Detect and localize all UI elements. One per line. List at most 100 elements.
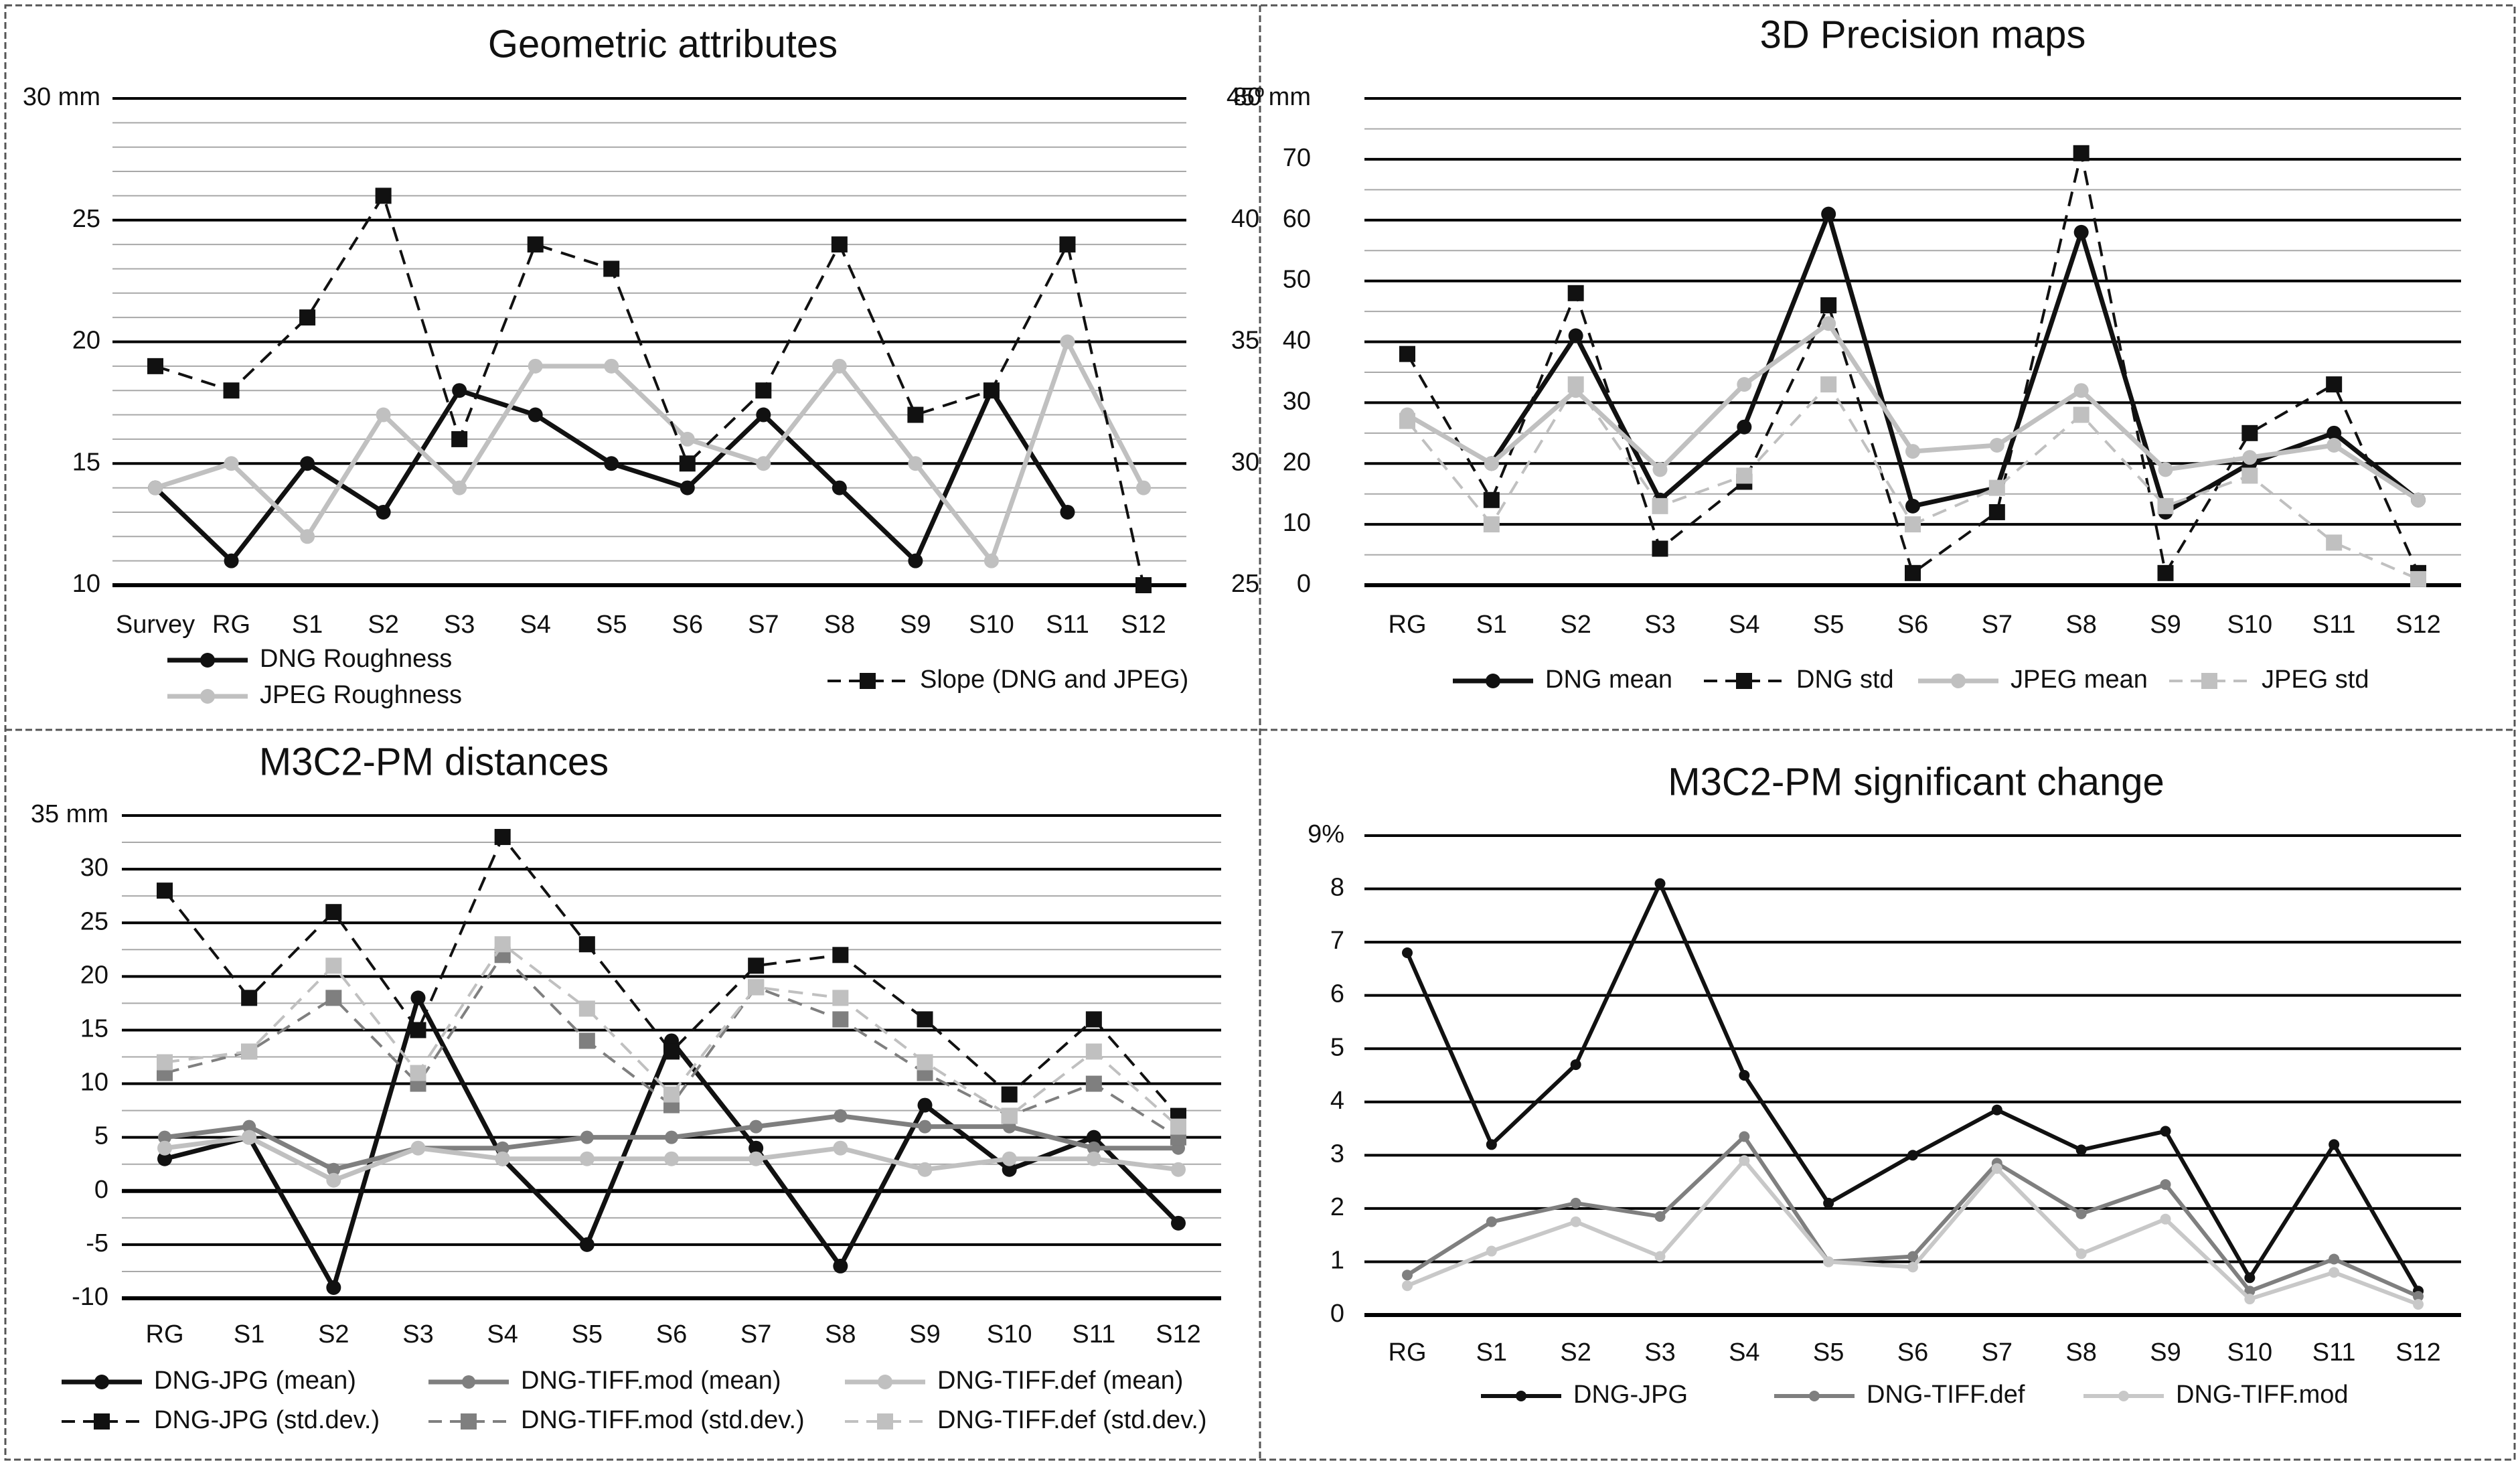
data-point (917, 1097, 933, 1113)
y-tick-label: 5 (94, 1122, 108, 1150)
legend-marker (200, 689, 215, 704)
data-point (2158, 462, 2173, 477)
series-line (1406, 321, 2420, 502)
y-tick-label: 50 (1283, 266, 1311, 294)
data-point (834, 1109, 848, 1123)
data-point (410, 990, 426, 1006)
data-point (833, 1258, 848, 1274)
chart-title: M3C2-PM distances (259, 740, 609, 783)
data-point (376, 407, 391, 422)
data-point (749, 1140, 764, 1156)
legend-label: DNG-JPG (mean) (154, 1367, 356, 1395)
data-point (494, 829, 511, 846)
data-point (242, 1130, 257, 1145)
legend-label: DNG-TIFF.def (1867, 1381, 2025, 1409)
data-point (1905, 498, 1920, 514)
x-tick-label: S7 (740, 1320, 771, 1348)
legend-label: DNG Roughness (260, 645, 452, 673)
data-point (1820, 376, 1837, 393)
data-point (578, 1032, 595, 1049)
x-tick-label: S5 (1813, 611, 1844, 639)
data-point (1907, 1261, 1918, 1273)
data-point (917, 1054, 933, 1071)
data-point (1085, 1075, 1102, 1092)
x-tick-label: S11 (2312, 611, 2356, 639)
data-point (1739, 1155, 1750, 1166)
data-point (1001, 1107, 1018, 1124)
y-tick-label: 0 (1330, 1300, 1344, 1328)
data-point (2410, 570, 2426, 587)
legend-label: DNG-TIFF.mod (2176, 1381, 2349, 1409)
data-point (2329, 1267, 2340, 1278)
data-point (326, 1280, 341, 1295)
data-point (1739, 1070, 1750, 1081)
data-point (1991, 1163, 2002, 1174)
data-point (242, 1120, 256, 1134)
data-point (755, 382, 772, 399)
series-dng-jpg-std-dev (157, 829, 1186, 1124)
legend-item: Slope (DNG and JPEG) (828, 666, 1188, 694)
data-point (375, 187, 392, 204)
chart-geometric-attributes: Geometric attributes 30 mm 25 20 15 10 45º 40 35… (23, 22, 1264, 709)
data-point (2075, 1208, 2087, 1219)
panel-borders (4, 4, 2516, 1461)
series-dng-jpg (1402, 878, 2424, 1297)
data-point (2329, 1253, 2340, 1265)
x-tick-label: RG (212, 611, 250, 639)
data-point (2160, 1126, 2171, 1137)
data-point (2073, 224, 2089, 240)
x-tick-label: S4 (487, 1320, 518, 1348)
legend-marker (2201, 673, 2217, 689)
series-dng-tiff-mod-mean (158, 1109, 1185, 1176)
data-point (1823, 1197, 1834, 1209)
data-point (1567, 376, 1584, 393)
data-point (528, 358, 543, 374)
x-tick-label: S7 (1982, 611, 2013, 639)
legend-item: DNG std (1704, 666, 1894, 694)
data-point (749, 1151, 764, 1166)
data-point (832, 358, 847, 374)
legend-label: JPEG std (2262, 666, 2369, 694)
data-point (157, 882, 173, 899)
y-tick-label: 3 (1330, 1140, 1344, 1168)
data-point (148, 480, 163, 495)
y-tick-label: 40 (1283, 327, 1311, 355)
data-point (2160, 1179, 2171, 1190)
x-tick-label: S12 (2395, 611, 2441, 639)
x-tick-label: S2 (368, 611, 398, 639)
y-tick-label: -5 (86, 1229, 108, 1257)
x-tick-label: S7 (1982, 1338, 2013, 1367)
x-tick-label: S2 (1560, 1338, 1591, 1367)
data-point (833, 1140, 848, 1156)
data-point (1907, 1150, 1918, 1161)
data-point (325, 990, 342, 1006)
y-tick-label: 6 (1330, 980, 1344, 1008)
legend-item: DNG-JPG (std.dev.) (62, 1406, 380, 1434)
series-dng-jpg-mean (157, 990, 1186, 1295)
y2-tick-label: 45º (1227, 83, 1264, 111)
x-tick-label: S9 (900, 611, 931, 639)
y-tick-label: 80 mm (1233, 83, 1311, 111)
legend-marker (2118, 1391, 2129, 1401)
x-tick-label: S4 (1729, 1338, 1759, 1367)
data-point (2242, 450, 2258, 465)
data-point (1486, 1216, 1497, 1227)
y-tick-label: -10 (72, 1283, 108, 1311)
legend: DNG-JPG (mean) DNG-TIFF.mod (mean) DNG-TIF… (62, 1367, 1207, 1434)
data-point (1087, 1141, 1101, 1155)
data-point (1654, 1251, 1666, 1262)
data-point (224, 553, 239, 568)
data-point (604, 456, 619, 471)
data-point (2327, 425, 2342, 441)
data-point (241, 1043, 258, 1060)
data-point (223, 382, 240, 399)
data-point (2326, 534, 2343, 551)
data-point (158, 1130, 171, 1144)
series-line (1405, 881, 2420, 1292)
data-point (2073, 406, 2090, 423)
y-tick-label: 10 (80, 1069, 108, 1097)
data-point (604, 358, 619, 374)
y-tick-label: 15 (80, 1014, 108, 1043)
data-point (1570, 1197, 1581, 1209)
legend-item: DNG-JPG (1481, 1381, 1688, 1409)
